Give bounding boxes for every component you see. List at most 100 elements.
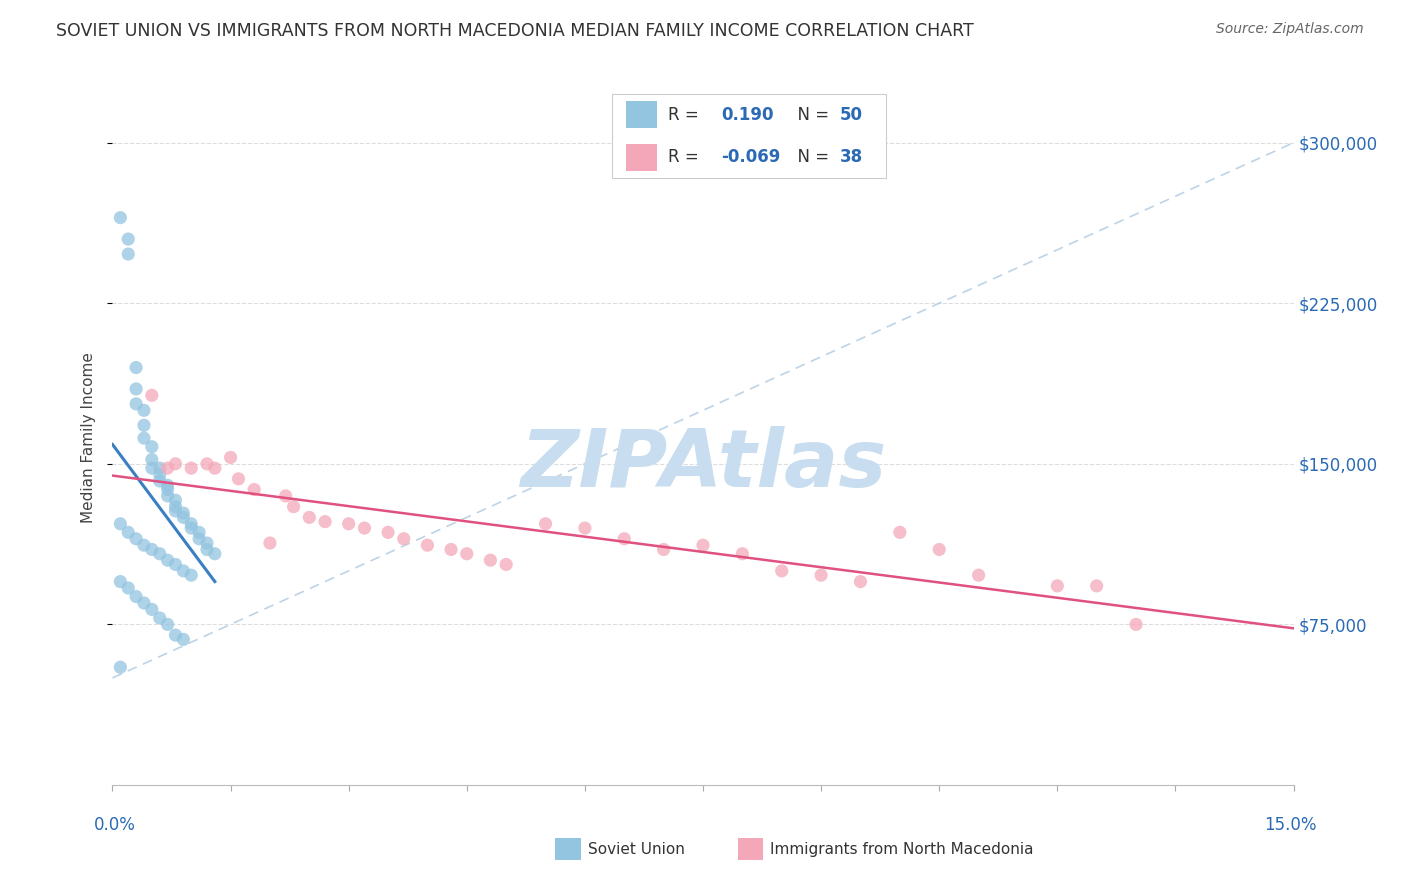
Point xyxy=(377,525,399,540)
Point xyxy=(172,564,194,578)
Point xyxy=(156,617,179,632)
Point xyxy=(156,461,179,475)
Point xyxy=(117,581,139,595)
Text: 0.190: 0.190 xyxy=(721,106,773,124)
Point xyxy=(574,521,596,535)
Point xyxy=(125,590,148,604)
Point xyxy=(132,403,155,417)
Point xyxy=(889,525,911,540)
Point xyxy=(156,489,179,503)
Point xyxy=(156,478,179,492)
Point xyxy=(416,538,439,552)
Point xyxy=(110,516,132,531)
Point xyxy=(180,568,202,582)
Text: R =: R = xyxy=(668,148,704,166)
Point xyxy=(1085,579,1108,593)
Point xyxy=(117,525,139,540)
Point xyxy=(1046,579,1069,593)
Point xyxy=(125,382,148,396)
Point xyxy=(770,564,793,578)
Point xyxy=(117,232,139,246)
Point xyxy=(125,532,148,546)
Point xyxy=(141,542,163,557)
Point xyxy=(243,483,266,497)
Point xyxy=(141,461,163,475)
Point xyxy=(172,510,194,524)
Point xyxy=(228,472,250,486)
Point xyxy=(731,547,754,561)
Text: 0.0%: 0.0% xyxy=(94,816,136,834)
Point xyxy=(195,542,218,557)
Text: N =: N = xyxy=(787,106,835,124)
Point xyxy=(180,521,202,535)
Point xyxy=(156,483,179,497)
Point xyxy=(456,547,478,561)
Point xyxy=(392,532,415,546)
Point xyxy=(967,568,990,582)
Point xyxy=(165,628,187,642)
Text: N =: N = xyxy=(787,148,835,166)
Point xyxy=(188,532,211,546)
Point xyxy=(141,452,163,467)
Point xyxy=(156,553,179,567)
Point xyxy=(110,660,132,674)
Point xyxy=(928,542,950,557)
Point xyxy=(337,516,360,531)
Point xyxy=(188,525,211,540)
Text: 15.0%: 15.0% xyxy=(1264,816,1317,834)
Point xyxy=(613,532,636,546)
Point xyxy=(849,574,872,589)
Point xyxy=(314,515,336,529)
Text: 50: 50 xyxy=(839,106,862,124)
Point xyxy=(219,450,242,465)
Point xyxy=(283,500,305,514)
Point xyxy=(204,547,226,561)
Point xyxy=(141,440,163,454)
Point xyxy=(353,521,375,535)
Point xyxy=(125,360,148,375)
Point xyxy=(204,461,226,475)
Point xyxy=(149,611,172,625)
Point xyxy=(180,516,202,531)
Point xyxy=(117,247,139,261)
Point xyxy=(274,489,297,503)
Point xyxy=(692,538,714,552)
Point xyxy=(298,510,321,524)
Text: Source: ZipAtlas.com: Source: ZipAtlas.com xyxy=(1216,22,1364,37)
Y-axis label: Median Family Income: Median Family Income xyxy=(82,351,97,523)
Point xyxy=(165,493,187,508)
Point xyxy=(172,506,194,520)
Point xyxy=(195,457,218,471)
Point xyxy=(132,431,155,445)
Point xyxy=(440,542,463,557)
Point xyxy=(534,516,557,531)
Point xyxy=(1125,617,1147,632)
Point xyxy=(149,461,172,475)
Point xyxy=(132,418,155,433)
Point xyxy=(172,632,194,647)
Text: SOVIET UNION VS IMMIGRANTS FROM NORTH MACEDONIA MEDIAN FAMILY INCOME CORRELATION: SOVIET UNION VS IMMIGRANTS FROM NORTH MA… xyxy=(56,22,974,40)
Point xyxy=(652,542,675,557)
Point xyxy=(259,536,281,550)
Point xyxy=(141,388,163,402)
Point xyxy=(810,568,832,582)
Point xyxy=(149,474,172,488)
Point xyxy=(149,547,172,561)
Text: 38: 38 xyxy=(839,148,862,166)
Point xyxy=(479,553,502,567)
Point xyxy=(110,574,132,589)
Point xyxy=(132,538,155,552)
Point xyxy=(132,596,155,610)
Point xyxy=(141,602,163,616)
Text: Immigrants from North Macedonia: Immigrants from North Macedonia xyxy=(770,842,1033,856)
Point xyxy=(125,397,148,411)
Point xyxy=(495,558,517,572)
Point xyxy=(165,504,187,518)
Point xyxy=(165,558,187,572)
Point xyxy=(195,536,218,550)
Point xyxy=(180,461,202,475)
Text: Soviet Union: Soviet Union xyxy=(588,842,685,856)
Point xyxy=(149,467,172,482)
Point xyxy=(165,500,187,514)
Text: R =: R = xyxy=(668,106,704,124)
